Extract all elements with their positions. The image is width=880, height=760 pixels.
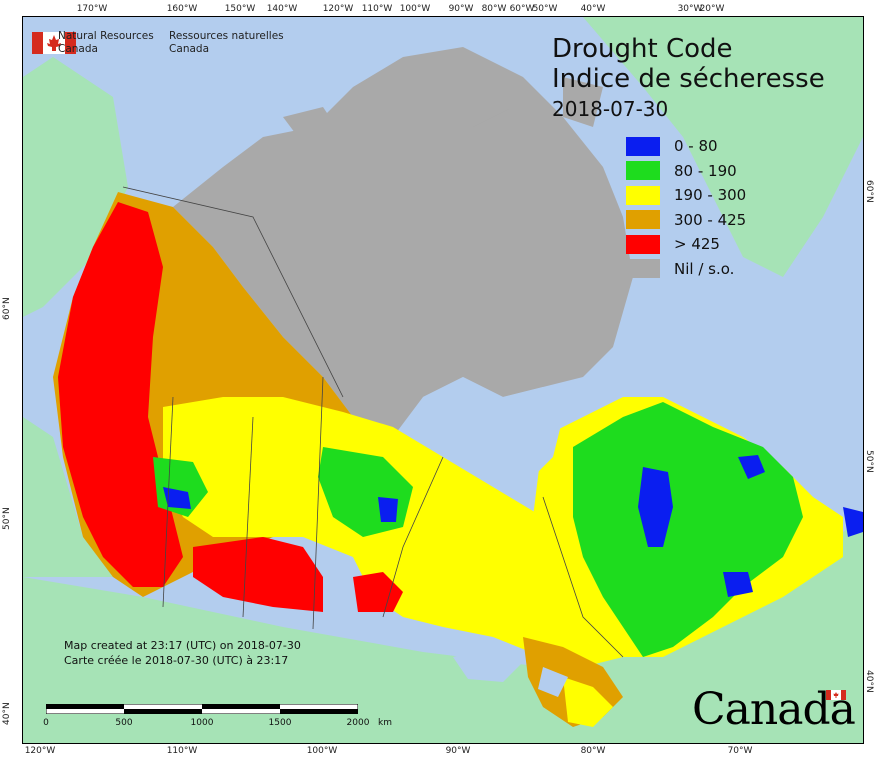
legend-swatch — [626, 234, 660, 254]
zone-blue-nb — [723, 572, 753, 597]
scale-label: 500 — [115, 718, 133, 728]
tick-label-top: 170°W — [76, 4, 108, 14]
map-title: Drought Code Indice de sécheresse 2018-0… — [552, 34, 825, 122]
tick-label-top: 80°W — [481, 4, 507, 14]
legend-swatch — [626, 210, 660, 230]
map-frame — [22, 16, 864, 744]
legend-item: 190 - 300 — [626, 183, 746, 208]
tick-label-bottom: 70°W — [727, 746, 753, 756]
agency-signature: Natural Resources Canada Ressources natu… — [58, 30, 296, 56]
legend-item: Nil / s.o. — [626, 257, 746, 282]
tick-label-left: 60°N — [2, 297, 12, 320]
legend-label: 300 - 425 — [674, 210, 747, 229]
nil-arctic — [173, 47, 633, 437]
zone-yellow-ontario-south — [563, 677, 613, 727]
tick-label-top: 140°W — [266, 4, 298, 14]
zone-red-west — [58, 202, 183, 587]
tick-label-top: 100°W — [399, 4, 431, 14]
credit-text: Map created at 23:17 (UTC) on 2018-07-30… — [64, 638, 301, 668]
hudson-bay — [423, 377, 563, 487]
alaska-land — [23, 57, 128, 317]
scale-label: 2000 — [346, 718, 370, 728]
legend-item: 0 - 80 — [626, 134, 746, 159]
agency-name-en-2: Canada — [58, 43, 98, 55]
tick-label-bottom: 90°W — [445, 746, 471, 756]
province-borders — [122, 186, 624, 658]
agency-name-en-1: Natural Resources — [58, 30, 154, 42]
tick-label-right: 40°N — [864, 670, 874, 693]
tick-label-top: 90°W — [448, 4, 474, 14]
zone-blue-sask — [378, 497, 398, 522]
legend-item: > 425 — [626, 232, 746, 257]
scale-label: 1000 — [190, 718, 214, 728]
tick-label-top: 50°W — [532, 4, 558, 14]
tick-label-top: 40°W — [580, 4, 606, 14]
zone-blue-quebec — [638, 467, 673, 547]
tick-label-top: 120°W — [322, 4, 354, 14]
drought-map — [23, 17, 863, 743]
tick-label-left: 40°N — [2, 702, 12, 725]
legend-label: 80 - 190 — [674, 161, 737, 180]
tick-label-bottom: 110°W — [166, 746, 198, 756]
zone-blue-labrador — [738, 455, 765, 479]
legend-item: 300 - 425 — [626, 208, 746, 233]
zone-blue-ab — [163, 487, 191, 509]
scale-unit: km — [378, 718, 392, 728]
legend-item: 80 - 190 — [626, 159, 746, 184]
great-lakes — [453, 647, 568, 697]
legend-swatch — [626, 136, 660, 156]
tick-label-bottom: 100°W — [306, 746, 338, 756]
us-lower-west — [23, 417, 123, 577]
title-en: Drought Code — [552, 34, 733, 64]
tick-label-bottom: 120°W — [24, 746, 56, 756]
zone-red-prairie — [193, 537, 323, 612]
tick-label-bottom: 80°W — [580, 746, 606, 756]
legend-label: Nil / s.o. — [674, 259, 735, 278]
agency-name-fr-2: Canada — [169, 43, 210, 55]
credit-line-en: Map created at 23:17 (UTC) on 2018-07-30 — [64, 639, 301, 652]
legend-label: 190 - 300 — [674, 186, 747, 205]
title-date: 2018-07-30 — [552, 97, 669, 121]
scale-label: 1500 — [268, 718, 292, 728]
legend-label: > 425 — [674, 235, 720, 254]
zone-red-ontario — [353, 572, 403, 612]
usa-land — [23, 517, 863, 743]
tick-label-right: 60°N — [864, 180, 874, 203]
title-fr: Indice de sécheresse — [552, 64, 825, 94]
credit-line-fr: Carte créée le 2018-07-30 (UTC) à 23:17 — [64, 654, 289, 667]
agency-name-fr-1: Ressources naturelles — [169, 30, 284, 42]
legend-label: 0 - 80 — [674, 137, 718, 156]
legend-swatch — [626, 161, 660, 181]
tick-label-top: 150°W — [224, 4, 256, 14]
scale-label: 0 — [43, 718, 49, 728]
nil-islands — [283, 77, 603, 157]
greenland-land — [583, 17, 863, 277]
tick-label-left: 50°N — [2, 507, 12, 530]
legend-swatch — [626, 185, 660, 205]
tick-label-right: 50°N — [864, 450, 874, 473]
tick-label-top: 60°W — [509, 4, 535, 14]
tick-label-top: 160°W — [166, 4, 198, 14]
tick-label-top: 30°W — [677, 4, 703, 14]
zone-blue-nfld — [843, 507, 863, 537]
zone-yellow-central — [163, 397, 643, 667]
scale-bar — [46, 704, 358, 714]
tick-label-top: 110°W — [361, 4, 393, 14]
legend: 0 - 80 80 - 190 190 - 300 300 - 425 > 425 Nil… — [626, 134, 746, 281]
tick-label-top: 20°W — [699, 4, 725, 14]
canada-flag-icon — [32, 32, 76, 54]
legend-swatch — [626, 259, 660, 279]
wordmark-flag-icon — [826, 690, 846, 700]
